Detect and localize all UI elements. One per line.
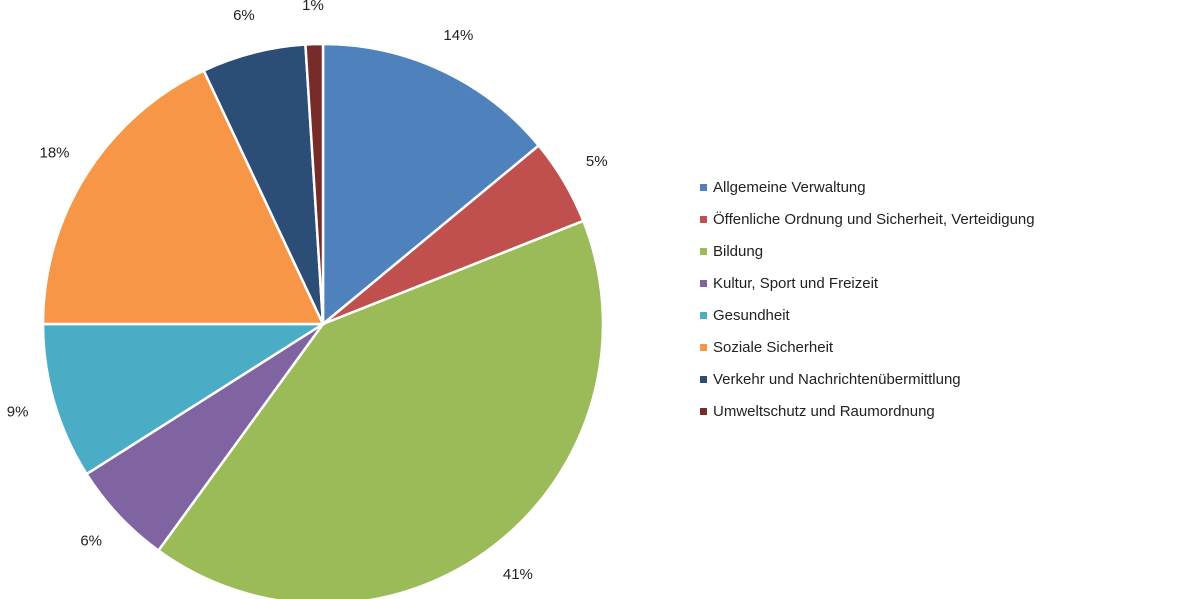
data-label: 18% (39, 145, 69, 162)
legend-label: Bildung (713, 243, 763, 260)
data-label: 1% (302, 0, 324, 14)
data-label: 41% (503, 566, 533, 583)
legend-label: Soziale Sicherheit (713, 339, 834, 356)
legend-label: Öffenliche Ordnung und Sicherheit, Verte… (713, 210, 1035, 228)
legend-marker (700, 344, 707, 351)
pie-slice (321, 42, 541, 327)
data-label: 14% (443, 27, 473, 44)
legend-marker (700, 280, 707, 287)
legend-label: Verkehr und Nachrichtenübermittlung (713, 371, 961, 388)
legend-label: Allgemeine Verwaltung (713, 179, 866, 196)
legend-label: Umweltschutz und Raumordnung (713, 403, 935, 420)
legend-marker (700, 248, 707, 255)
legend-label: Gesundheit (713, 307, 791, 324)
pie-slice (156, 219, 605, 599)
pie-slice (41, 68, 325, 326)
data-label: 5% (586, 153, 608, 170)
data-label: 6% (80, 533, 102, 550)
legend-marker (700, 184, 707, 191)
data-label: 6% (233, 7, 255, 24)
legend-marker (700, 376, 707, 383)
legend-marker (700, 216, 707, 223)
legend-marker (700, 312, 707, 319)
data-label: 9% (7, 404, 29, 421)
pie-slice (304, 42, 325, 325)
pie-slice (41, 322, 328, 476)
legend-label: Kultur, Sport und Freizeit (713, 275, 879, 292)
legend-marker (700, 408, 707, 415)
